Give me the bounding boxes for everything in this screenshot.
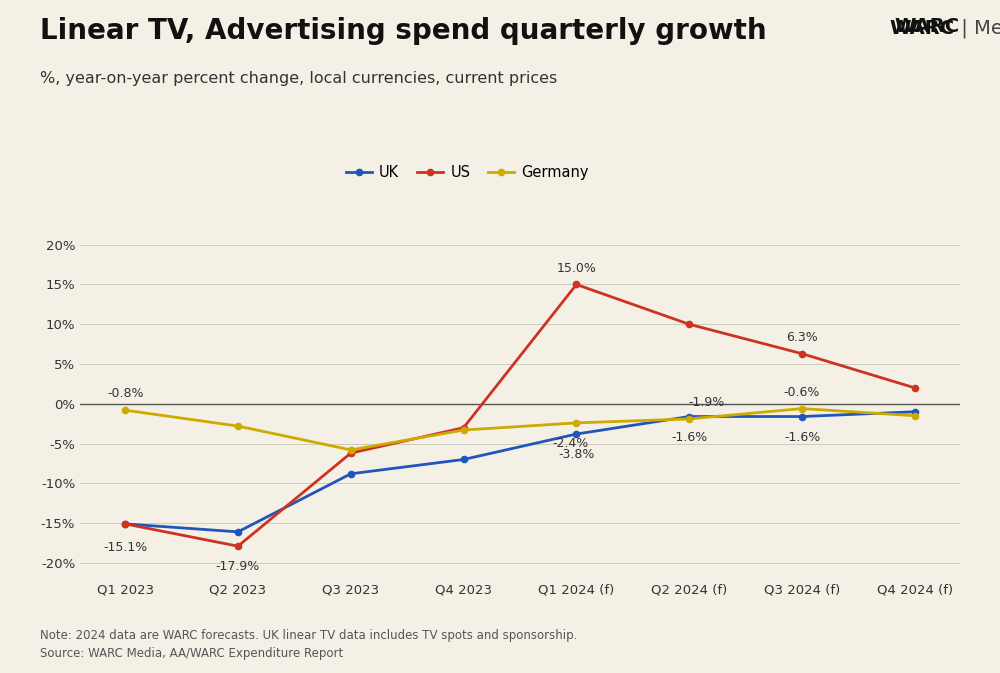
Text: -15.1%: -15.1%: [103, 541, 147, 555]
Text: -3.8%: -3.8%: [558, 448, 595, 461]
Text: -0.6%: -0.6%: [784, 386, 820, 399]
Text: 15.0%: 15.0%: [556, 262, 596, 275]
Legend: UK, US, Germany: UK, US, Germany: [340, 159, 595, 186]
Text: -17.9%: -17.9%: [216, 561, 260, 573]
Text: -1.6%: -1.6%: [671, 431, 707, 444]
Text: -2.4%: -2.4%: [553, 437, 589, 450]
Text: -0.8%: -0.8%: [107, 387, 143, 400]
Text: WARC: WARC: [890, 19, 955, 38]
Text: %, year-on-year percent change, local currencies, current prices: %, year-on-year percent change, local cu…: [40, 71, 557, 85]
Text: Linear TV, Advertising spend quarterly growth: Linear TV, Advertising spend quarterly g…: [40, 17, 767, 45]
Text: 6.3%: 6.3%: [786, 331, 818, 344]
Text: Note: 2024 data are WARC forecasts. UK linear TV data includes TV spots and spon: Note: 2024 data are WARC forecasts. UK l…: [40, 629, 577, 642]
Text: -1.6%: -1.6%: [784, 431, 820, 444]
Text: | Media: | Media: [955, 19, 1000, 38]
Text: WARC: WARC: [895, 17, 960, 36]
Text: -1.9%: -1.9%: [688, 396, 724, 409]
Text: Source: WARC Media, AA/WARC Expenditure Report: Source: WARC Media, AA/WARC Expenditure …: [40, 647, 343, 660]
